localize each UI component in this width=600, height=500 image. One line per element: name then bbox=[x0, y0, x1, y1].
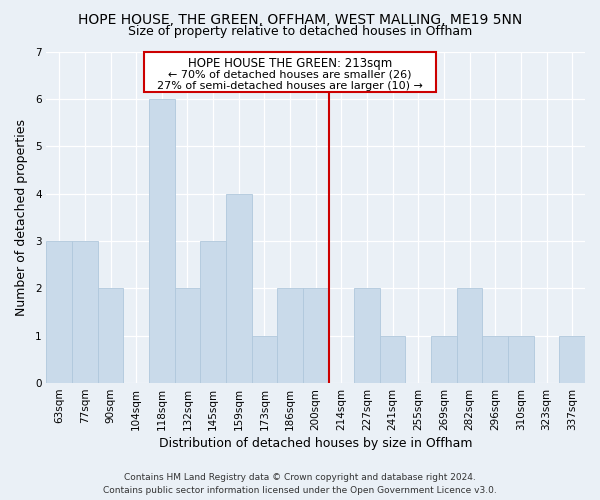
Bar bbox=[559, 336, 585, 383]
Bar bbox=[303, 288, 329, 383]
Bar bbox=[457, 288, 482, 383]
Text: 27% of semi-detached houses are larger (10) →: 27% of semi-detached houses are larger (… bbox=[157, 81, 423, 91]
Text: Size of property relative to detached houses in Offham: Size of property relative to detached ho… bbox=[128, 25, 472, 38]
Text: ← 70% of detached houses are smaller (26): ← 70% of detached houses are smaller (26… bbox=[169, 69, 412, 79]
Bar bbox=[354, 288, 380, 383]
Bar bbox=[144, 52, 436, 92]
Bar bbox=[175, 288, 200, 383]
Bar bbox=[380, 336, 406, 383]
Bar bbox=[277, 288, 303, 383]
Bar bbox=[98, 288, 124, 383]
Bar bbox=[200, 241, 226, 383]
Bar bbox=[72, 241, 98, 383]
Y-axis label: Number of detached properties: Number of detached properties bbox=[15, 119, 28, 316]
Text: HOPE HOUSE, THE GREEN, OFFHAM, WEST MALLING, ME19 5NN: HOPE HOUSE, THE GREEN, OFFHAM, WEST MALL… bbox=[78, 12, 522, 26]
Bar bbox=[46, 241, 72, 383]
Bar bbox=[251, 336, 277, 383]
Bar bbox=[149, 99, 175, 383]
Bar bbox=[431, 336, 457, 383]
Text: Contains HM Land Registry data © Crown copyright and database right 2024.
Contai: Contains HM Land Registry data © Crown c… bbox=[103, 473, 497, 495]
X-axis label: Distribution of detached houses by size in Offham: Distribution of detached houses by size … bbox=[159, 437, 472, 450]
Text: HOPE HOUSE THE GREEN: 213sqm: HOPE HOUSE THE GREEN: 213sqm bbox=[188, 57, 392, 70]
Bar bbox=[226, 194, 251, 383]
Bar bbox=[508, 336, 534, 383]
Bar bbox=[482, 336, 508, 383]
